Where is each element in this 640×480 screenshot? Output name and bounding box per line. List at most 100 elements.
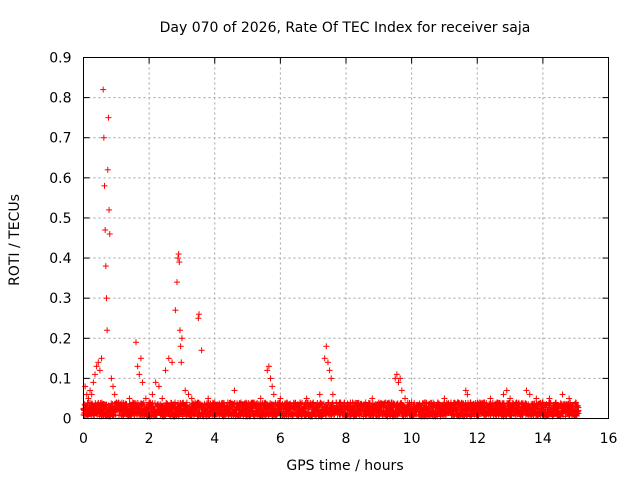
data-point [198,347,205,354]
data-point [375,403,382,410]
data-point [178,359,185,366]
data-point [188,395,195,402]
data-point [283,399,290,406]
data-point [104,166,111,173]
data-point [321,355,328,362]
data-point [393,371,400,378]
x-tick-label: 6 [276,431,285,447]
x-tick-label: 2 [145,431,154,447]
data-point [310,399,317,406]
data-point [267,375,274,382]
y-tick-label: 0.2 [49,331,71,347]
data-point [95,359,102,366]
data-point [434,399,441,406]
data-point [520,403,527,410]
data-point [523,387,530,394]
data-point [100,86,107,93]
data-point [572,399,579,406]
data-point [395,379,402,386]
data-point [116,403,123,410]
data-point [264,367,271,374]
data-point [136,371,143,378]
data-point [113,399,120,406]
x-tick-label: 12 [468,431,486,447]
data-point [196,311,202,318]
data-point [106,206,113,213]
data-point [329,391,336,398]
baseline-band [80,399,582,420]
data-point [500,391,507,398]
data-point [566,395,573,402]
data-point [276,399,283,406]
data-point [129,399,136,406]
data-point [349,399,356,406]
data-point [112,411,119,418]
data-point [557,400,564,407]
data-point [388,399,395,406]
data-point [575,404,582,411]
data-point [172,307,179,314]
data-point [464,391,471,398]
x-axis-label: GPS time / hours [286,458,403,474]
data-point [178,335,185,342]
y-tick-label: 0.5 [49,211,71,227]
data-point [192,399,199,406]
data-point [244,403,251,410]
data-point [461,403,468,410]
data-point [176,259,183,266]
data-point [139,401,146,408]
data-point [257,395,264,402]
data-point [448,399,454,406]
data-point [126,395,133,402]
data-point [324,359,331,366]
data-point [454,399,461,406]
y-tick-label: 0.1 [49,371,71,387]
data-point [152,379,159,386]
data-point [480,399,487,406]
y-tick-label: 0.9 [49,51,71,67]
data-point [88,391,95,398]
data-point [175,255,181,262]
data-point [174,279,181,286]
data-point [574,403,581,410]
data-point [402,395,409,402]
data-point [575,410,582,417]
data-point [397,375,404,382]
data-point [155,383,162,390]
data-point [176,327,183,334]
data-point [270,391,277,398]
x-tick-label: 14 [534,431,552,447]
data-point [183,399,190,406]
data-point [493,399,500,406]
data-point [559,391,566,398]
y-axis-label: ROTI / TECUs [7,194,23,286]
y-tick-label: 0.8 [49,91,71,107]
data-point [323,343,330,350]
data-point [111,391,118,398]
data-point [526,391,533,398]
data-point [98,355,105,362]
data-point [137,355,144,362]
data-point [415,403,422,410]
data-point [123,403,130,410]
data-point [105,114,112,121]
data-point [382,399,389,406]
data-point [503,387,510,394]
data-point [269,383,276,390]
x-tick-labels: 0 2 4 6 8 10 12 14 16 [79,431,617,447]
data-point [290,403,297,410]
data-point [87,387,94,394]
data-point [513,399,520,406]
tick-marks [83,57,609,419]
data-point [369,395,376,402]
data-point [218,403,225,410]
data-point [142,395,149,402]
data-point [231,387,238,394]
y-tick-label: 0.6 [49,171,71,187]
data-point [487,395,494,402]
data-point [553,399,559,406]
data-point [251,399,258,406]
data-point [398,387,405,394]
data-point [139,379,146,386]
data-point [175,251,182,258]
